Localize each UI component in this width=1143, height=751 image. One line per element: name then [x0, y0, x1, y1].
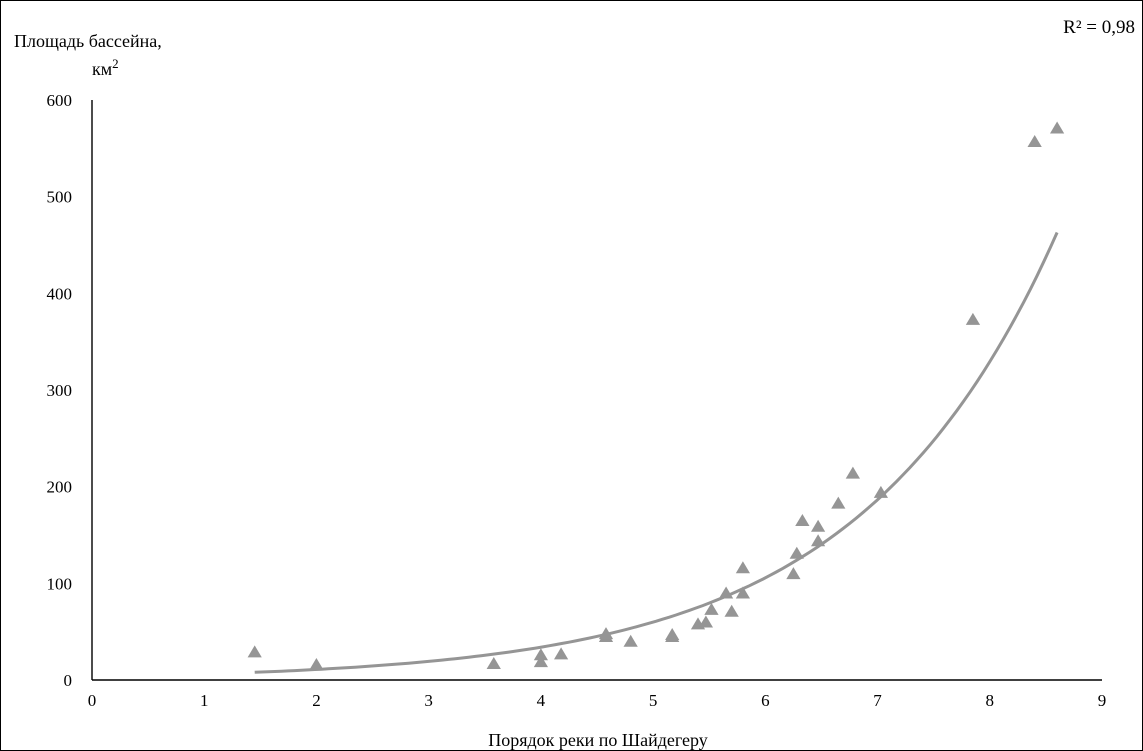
r-squared-label: R² = 0,98: [1063, 17, 1135, 38]
x-tick-label: 2: [312, 691, 321, 710]
exponential-trendline: [254, 231, 1059, 674]
data-point-marker: [698, 615, 713, 628]
data-point-marker: [724, 604, 739, 617]
data-point-marker: [965, 312, 981, 325]
y-axis-unit-base: км: [92, 59, 112, 79]
data-point-marker: [718, 586, 734, 599]
data-point-marker: [1050, 121, 1065, 134]
data-point-marker: [665, 628, 680, 640]
data-point-marker: [831, 496, 846, 509]
data-point-marker: [795, 514, 810, 526]
y-tick-label: 400: [47, 284, 73, 303]
y-tick-label: 500: [47, 188, 73, 207]
data-point-marker: [704, 602, 719, 615]
x-axis-title: Порядок реки по Шайдегеру: [488, 730, 708, 750]
x-tick-label: 0: [88, 691, 97, 710]
data-point-marker: [811, 519, 826, 532]
y-tick-label: 0: [64, 671, 73, 690]
data-point-marker: [247, 645, 262, 658]
data-point-marker: [845, 466, 860, 479]
x-tick-label: 4: [537, 691, 546, 710]
data-point-marker: [533, 655, 548, 668]
y-axis-title: Площадь бассейна,: [14, 31, 162, 51]
data-point-marker: [486, 657, 501, 669]
x-tick-label: 1: [200, 691, 209, 710]
data-point-marker: [789, 546, 804, 559]
data-point-marker: [623, 634, 638, 647]
y-axis-unit-superscript: 2: [112, 56, 119, 71]
y-tick-label: 600: [47, 91, 73, 110]
x-tick-label: 6: [761, 691, 770, 710]
data-point-marker: [598, 627, 614, 640]
data-point-marker: [533, 648, 548, 661]
y-tick-label: 300: [47, 381, 73, 400]
y-tick-label: 200: [47, 478, 73, 497]
data-point-marker: [873, 485, 888, 498]
data-point-marker: [735, 586, 750, 599]
x-tick-label: 3: [424, 691, 433, 710]
data-point-marker: [1027, 135, 1042, 147]
data-point-marker: [309, 658, 324, 670]
data-point-marker: [554, 647, 569, 660]
data-point-marker: [735, 561, 750, 574]
y-tick-label: 100: [47, 574, 73, 593]
y-tick-labels: 0 100 200 300 400 500 600: [47, 91, 73, 690]
data-point-marker: [786, 567, 801, 580]
data-points: [247, 121, 1065, 670]
y-axis-unit: км2: [92, 56, 119, 79]
data-point-marker: [811, 534, 826, 547]
x-tick-label: 8: [986, 691, 995, 710]
x-tick-label: 9: [1098, 691, 1107, 710]
x-tick-labels: 0 1 2 3 4 5 6 7 8 9: [88, 691, 1107, 710]
x-tick-label: 5: [649, 691, 658, 710]
x-tick-label: 7: [873, 691, 882, 710]
